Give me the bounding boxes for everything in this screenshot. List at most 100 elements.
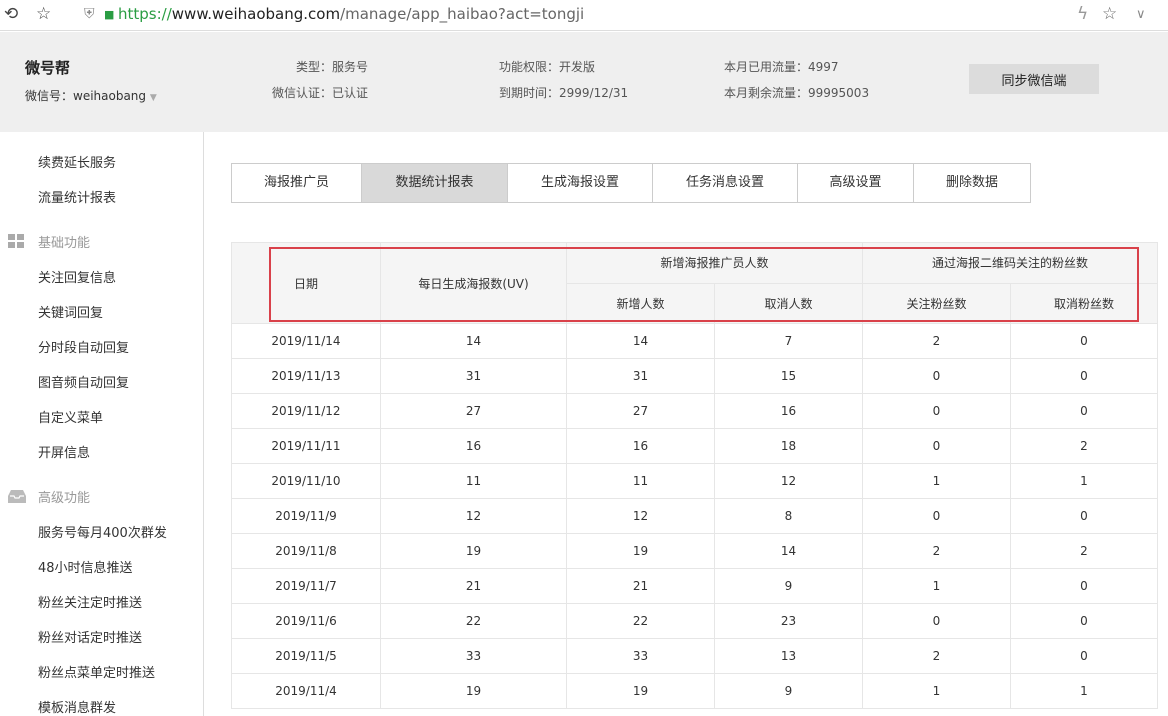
url-host: www.weihaobang.com xyxy=(171,5,341,23)
table-cell: 19 xyxy=(566,673,715,709)
url-field[interactable]: https://www.weihaobang.com/manage/app_ha… xyxy=(118,5,584,23)
table-cell: 0 xyxy=(862,393,1011,429)
table-cell: 0 xyxy=(1010,568,1158,604)
sidebar-item[interactable]: 粉丝点菜单定时推送 xyxy=(38,666,156,681)
tab-poster-promoters[interactable]: 海报推广员 xyxy=(232,164,362,202)
table-cell: 14 xyxy=(714,533,863,569)
used-traffic: 本月已用流量：4997 xyxy=(724,60,839,74)
header-follow-fans: 关注粉丝数 xyxy=(862,282,1011,324)
table-cell: 27 xyxy=(566,393,715,429)
table-cell: 2 xyxy=(862,533,1011,569)
table-cell: 12 xyxy=(566,498,715,534)
account-type: 类型：服务号 xyxy=(296,60,369,74)
table-cell: 0 xyxy=(862,603,1011,639)
star-icon[interactable]: ☆ xyxy=(1102,4,1118,24)
table-cell: 12 xyxy=(380,498,567,534)
inbox-icon xyxy=(8,488,26,503)
brand-name: 微号帮 xyxy=(25,59,71,77)
table-cell: 0 xyxy=(1010,603,1158,639)
tab-poster-settings[interactable]: 生成海报设置 xyxy=(508,164,653,202)
remaining-traffic: 本月剩余流量：99995003 xyxy=(724,86,870,100)
table-cell: 1 xyxy=(862,673,1011,709)
sidebar-item[interactable]: 图音频自动回复 xyxy=(38,376,130,391)
sidebar-item[interactable]: 续费延长服务 xyxy=(38,156,117,171)
table-cell: 11 xyxy=(380,463,567,499)
sidebar-item[interactable]: 分时段自动回复 xyxy=(38,341,130,356)
sidebar-item[interactable]: 开屏信息 xyxy=(38,446,91,461)
sidebar-item[interactable]: 流量统计报表 xyxy=(38,191,117,206)
sidebar-item[interactable]: 模板消息群发 xyxy=(38,701,117,716)
table-cell: 2 xyxy=(862,638,1011,674)
table-cell: 0 xyxy=(1010,638,1158,674)
tab-advanced-settings[interactable]: 高级设置 xyxy=(798,164,914,202)
chevron-down-icon[interactable]: ∨ xyxy=(1136,7,1146,22)
sidebar-item[interactable]: 粉丝关注定时推送 xyxy=(38,596,143,611)
table-cell: 0 xyxy=(1010,323,1158,359)
table-cell: 14 xyxy=(566,323,715,359)
table-cell: 14 xyxy=(380,323,567,359)
sidebar-item[interactable]: 粉丝对话定时推送 xyxy=(38,631,143,646)
tab-statistics-report[interactable]: 数据统计报表 xyxy=(362,164,508,202)
table-cell: 21 xyxy=(380,568,567,604)
table-row: 2019/11/10 11 11 12 1 1 xyxy=(231,463,1158,499)
table-row: 2019/11/6 22 22 23 0 0 xyxy=(231,603,1158,639)
table-cell: 11 xyxy=(566,463,715,499)
sidebar-item[interactable]: 关键词回复 xyxy=(38,306,104,321)
table-row: 2019/11/7 21 21 9 1 0 xyxy=(231,568,1158,604)
table-cell: 19 xyxy=(380,533,567,569)
table-cell: 2019/11/11 xyxy=(231,428,381,464)
account-id: 微信号：weihaobang xyxy=(25,89,147,103)
account-selector[interactable]: 微信号：weihaobang ▼ xyxy=(25,87,157,104)
table-cell: 0 xyxy=(862,358,1011,394)
sidebar-item[interactable]: 关注回复信息 xyxy=(38,271,117,286)
lock-icon: ■ xyxy=(104,8,115,21)
header-cancel-count: 取消人数 xyxy=(714,282,863,324)
table-row: 2019/11/8 19 19 14 2 2 xyxy=(231,533,1158,569)
table-row: 2019/11/5 33 33 13 2 0 xyxy=(231,638,1158,674)
table-cell: 9 xyxy=(714,673,863,709)
sidebar-item[interactable]: 48小时信息推送 xyxy=(38,561,133,576)
sidebar-item[interactable]: 自定义菜单 xyxy=(38,411,104,426)
table-cell: 9 xyxy=(714,568,863,604)
table-cell: 0 xyxy=(862,428,1011,464)
table-cell: 2 xyxy=(1010,533,1158,569)
table-cell: 2 xyxy=(1010,428,1158,464)
tab-task-message-settings[interactable]: 任务消息设置 xyxy=(653,164,798,202)
table-cell: 1 xyxy=(862,568,1011,604)
tab-delete-data[interactable]: 删除数据 xyxy=(945,175,998,190)
statistics-table: 日期 每日生成海报数(UV) 新增海报推广员人数 通过海报二维码关注的粉丝数 新… xyxy=(231,242,1158,709)
table-cell: 2019/11/13 xyxy=(231,358,381,394)
sync-wechat-button[interactable]: 同步微信端 xyxy=(969,64,1099,94)
table-cell: 19 xyxy=(380,673,567,709)
verification-status: 微信认证：已认证 xyxy=(272,86,369,100)
tab-bar: 海报推广员 数据统计报表 生成海报设置 任务消息设置 高级设置 删除数据 xyxy=(231,163,1031,203)
table-row: 2019/11/14 14 14 7 2 0 xyxy=(231,323,1158,359)
table-cell: 2 xyxy=(862,323,1011,359)
header-new-count: 新增人数 xyxy=(566,282,715,324)
table-row: 2019/11/12 27 27 16 0 0 xyxy=(231,393,1158,429)
table-cell: 33 xyxy=(380,638,567,674)
sidebar-group-advanced: 高级功能 xyxy=(38,491,91,506)
table-row: 2019/11/11 16 16 18 0 2 xyxy=(231,428,1158,464)
permission-level: 功能权限：开发版 xyxy=(499,60,596,74)
grid-icon xyxy=(8,234,25,249)
table-cell: 13 xyxy=(714,638,863,674)
table-cell: 16 xyxy=(380,428,567,464)
table-cell: 0 xyxy=(862,498,1011,534)
table-cell: 18 xyxy=(714,428,863,464)
table-cell: 2019/11/9 xyxy=(231,498,381,534)
table-cell: 22 xyxy=(380,603,567,639)
header-date: 日期 xyxy=(231,242,381,324)
lightning-icon[interactable]: ϟ xyxy=(1077,4,1089,24)
sidebar-item[interactable]: 服务号每月400次群发 xyxy=(38,526,167,541)
back-icon[interactable]: ⟲ xyxy=(4,4,19,24)
sidebar: 续费延长服务 流量统计报表 基础功能 关注回复信息 关键词回复 分时段自动回复 … xyxy=(0,132,204,716)
table-cell: 1 xyxy=(862,463,1011,499)
table-row: 2019/11/4 19 19 9 1 1 xyxy=(231,673,1158,709)
table-cell: 2019/11/6 xyxy=(231,603,381,639)
table-cell: 2019/11/14 xyxy=(231,323,381,359)
table-cell: 27 xyxy=(380,393,567,429)
table-cell: 22 xyxy=(566,603,715,639)
table-cell: 16 xyxy=(566,428,715,464)
star-icon[interactable]: ☆ xyxy=(36,4,52,24)
